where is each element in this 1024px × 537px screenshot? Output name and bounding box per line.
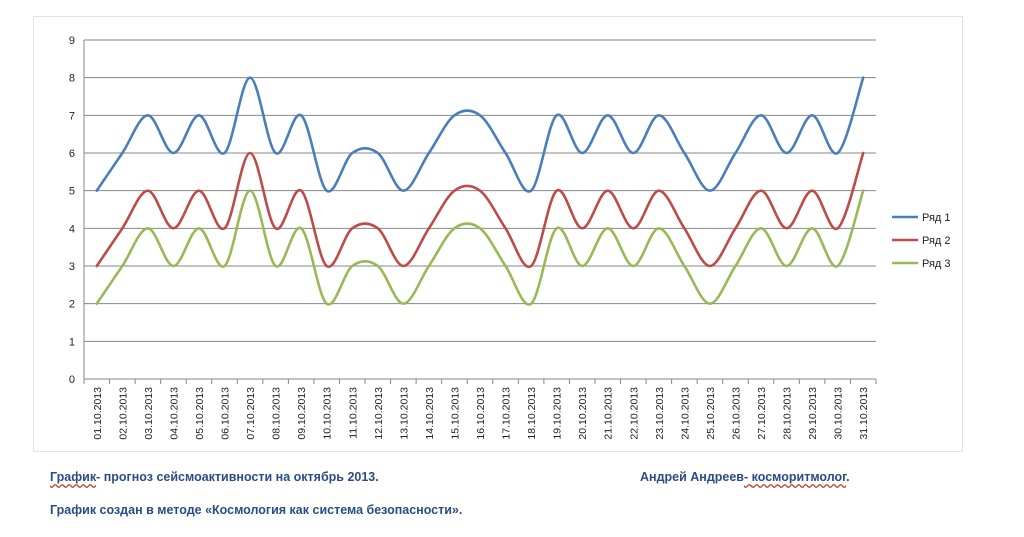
y-tick-label: 6: [69, 148, 75, 160]
x-tick-label: 26.10.2013: [730, 387, 742, 440]
y-tick-label: 5: [69, 186, 75, 198]
series-line-1: [95, 76, 865, 193]
x-tick-label: 24.10.2013: [679, 387, 691, 440]
y-tick-label: 1: [69, 336, 75, 348]
x-tick-label: 14.10.2013: [424, 387, 436, 440]
author-title: косморитмолог: [751, 470, 847, 484]
x-tick-label: 21.10.2013: [603, 387, 615, 440]
x-tick-label: 03.10.2013: [143, 387, 155, 440]
x-tick-label: 10.10.2013: [322, 387, 334, 440]
chart-caption: График- прогноз сейсмоактивности на октя…: [50, 470, 379, 484]
y-tick-label: 9: [69, 35, 75, 47]
grid-layer: [84, 39, 876, 380]
x-tick-label: 13.10.2013: [398, 387, 410, 440]
x-tick-label: 01.10.2013: [92, 387, 104, 440]
x-tick-label: 09.10.2013: [296, 387, 308, 440]
x-tick-label: 16.10.2013: [475, 387, 487, 440]
axis-layer: 0 1 2 3 4 5 6 7 8 9 01.10.2013 02.10.2013 03.10.2013…: [69, 35, 877, 440]
series-line-2: [95, 151, 865, 268]
y-tick-label: 2: [69, 299, 75, 311]
legend-label-3: Ряд 3: [922, 258, 951, 270]
x-tick-label: 15.10.2013: [449, 387, 461, 440]
x-tick-label: 17.10.2013: [501, 387, 513, 440]
x-tick-label: 28.10.2013: [782, 387, 794, 440]
line-chart: 0 1 2 3 4 5 6 7 8 9 01.10.2013 02.10.2013 03.10.2013…: [69, 35, 951, 440]
author-period: .: [846, 470, 850, 484]
y-tick-label: 0: [69, 374, 75, 386]
y-tick-label: 3: [69, 261, 75, 273]
x-tick-label: 08.10.2013: [271, 387, 283, 440]
series-layer: [95, 76, 865, 306]
method-caption: График создан в методе «Космология как с…: [50, 503, 462, 517]
method-caption-text: График создан в методе «Космология как с…: [50, 503, 463, 517]
author-credit: Андрей Андреев- косморитмолог.: [640, 470, 850, 484]
x-tick-label: 07.10.2013: [245, 387, 257, 440]
x-tick-label: 04.10.2013: [168, 387, 180, 440]
y-tick-label: 4: [69, 223, 75, 235]
x-tick-label: 30.10.2013: [833, 387, 845, 440]
author-name: Андрей Андреев: [640, 470, 744, 484]
x-tick-label: 22.10.2013: [628, 387, 640, 440]
legend-label-1: Ряд 1: [922, 212, 951, 224]
x-tick-label: 19.10.2013: [552, 387, 564, 440]
author-dash: -: [744, 470, 752, 484]
chart-frame: 0 1 2 3 4 5 6 7 8 9 01.10.2013 02.10.2013 03.10.2013…: [33, 16, 963, 452]
y-tick-label: 8: [69, 73, 75, 85]
y-tick-label: 7: [69, 110, 75, 122]
x-tick-label: 27.10.2013: [756, 387, 768, 440]
x-tick-label: 06.10.2013: [220, 387, 232, 440]
x-tick-label: 31.10.2013: [858, 387, 870, 440]
legend-label-2: Ряд 2: [922, 235, 951, 247]
x-tick-label: 29.10.2013: [807, 387, 819, 440]
x-tick-label: 11.10.2013: [347, 387, 359, 439]
caption-description: - прогноз сейсмоактивности на октябрь 20…: [96, 470, 379, 484]
x-tick-label: 12.10.2013: [373, 387, 385, 440]
x-tick-label: 02.10.2013: [117, 387, 129, 440]
legend: Ряд 1 Ряд 2 Ряд 3: [892, 212, 951, 270]
x-tick-label: 23.10.2013: [654, 387, 666, 440]
x-tick-label: 25.10.2013: [705, 387, 717, 440]
x-tick-label: 18.10.2013: [526, 387, 538, 440]
caption-word-grafik: График: [50, 470, 97, 484]
x-tick-label: 20.10.2013: [577, 387, 589, 440]
series-line-3: [95, 189, 865, 306]
x-tick-label: 05.10.2013: [194, 387, 206, 440]
